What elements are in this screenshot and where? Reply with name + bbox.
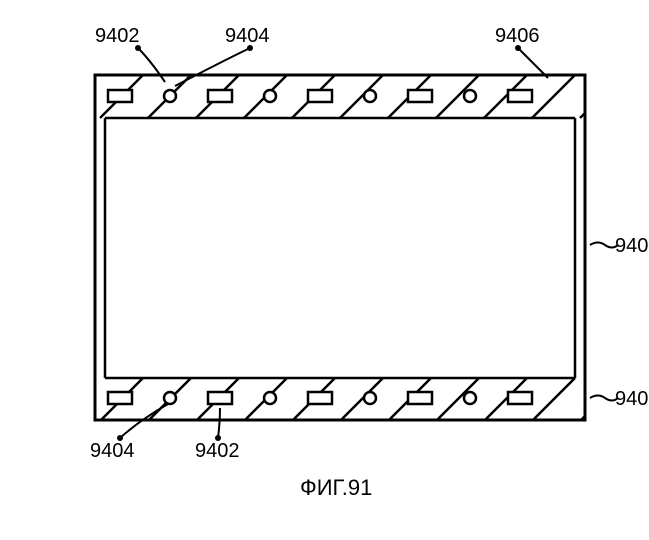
- label-9406-top: 9406: [495, 25, 540, 48]
- figure-container: 9402 9404 9406 9400 9406 9404 9402 ФИГ.9…: [20, 20, 649, 520]
- label-9406-bot: 9406: [615, 388, 649, 411]
- label-9400: 9400: [615, 235, 649, 258]
- label-9402-bot: 9402: [195, 440, 240, 463]
- label-9402-top: 9402: [95, 25, 140, 48]
- label-9404-top: 9404: [225, 25, 270, 48]
- figure-caption: ФИГ.91: [300, 475, 372, 501]
- label-9404-bot: 9404: [90, 440, 135, 463]
